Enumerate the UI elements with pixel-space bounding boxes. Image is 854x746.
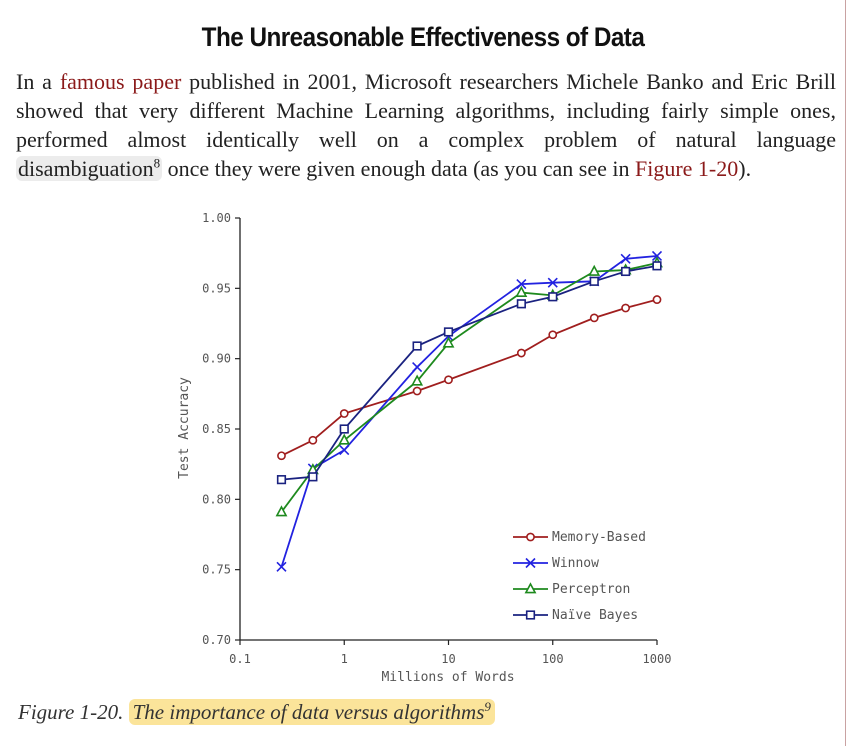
x-tick-label: 10 — [441, 652, 455, 666]
data-point — [589, 313, 599, 323]
data-point — [620, 253, 631, 264]
data-point — [275, 505, 288, 517]
data-point — [548, 292, 558, 302]
x-tick-label: 0.1 — [229, 652, 251, 666]
series-perceptron — [275, 256, 663, 517]
data-point — [547, 277, 558, 288]
series-na-ve-bayes — [276, 261, 662, 485]
data-point — [412, 341, 422, 351]
series-memory-based — [277, 295, 662, 461]
data-point — [548, 330, 558, 340]
highlight-text: disambiguation — [18, 156, 154, 181]
data-point — [651, 250, 663, 262]
data-point — [339, 424, 349, 434]
figure-caption: Figure 1-20. The importance of data vers… — [18, 699, 495, 725]
legend-marker — [525, 557, 536, 569]
caption-highlight[interactable]: The importance of data versus algorithms… — [128, 699, 495, 725]
y-tick-label: 0.90 — [202, 352, 231, 366]
legend-marker — [524, 582, 537, 594]
x-axis-title: Millions of Words — [381, 670, 514, 685]
y-tick-label: 0.95 — [202, 281, 231, 295]
y-axis-title: Test Accuracy — [177, 377, 192, 479]
series-line — [281, 264, 658, 481]
legend: Memory-Based Winnow Perceptron Naïve Bayes — [513, 530, 646, 623]
y-tick-label: 0.80 — [202, 492, 231, 506]
y-tick-label: 0.85 — [202, 422, 231, 436]
paragraph-text-3: once they were given enough data (as you… — [162, 156, 635, 181]
x-tick-label: 100 — [542, 652, 564, 666]
data-point — [276, 561, 287, 572]
y-tick-label: 0.75 — [202, 563, 231, 577]
data-point — [516, 348, 526, 358]
data-point — [412, 362, 423, 373]
data-point — [339, 445, 350, 456]
x-tick-label: 1000 — [643, 652, 672, 666]
body-paragraph: In a famous paper published in 2001, Mic… — [16, 67, 836, 183]
line-chart: 0.70 0.75 0.80 0.85 0.90 0.95 1.00 0.1 1 10 100 100… — [177, 211, 671, 685]
footnote-8-link[interactable]: 8 — [153, 155, 161, 171]
data-point — [516, 279, 527, 290]
legend-marker — [526, 532, 535, 542]
legend-label: Perceptron — [552, 582, 630, 597]
data-point — [516, 299, 526, 309]
data-point — [652, 295, 662, 304]
data-point — [443, 327, 454, 337]
data-point — [308, 435, 318, 445]
paragraph-text-1: In a — [16, 69, 60, 94]
data-point — [515, 285, 528, 297]
paragraph-text-4: ). — [738, 156, 752, 181]
legend-label: Winnow — [552, 556, 599, 571]
legend-label: Memory-Based — [552, 530, 646, 545]
x-tick-label: 1 — [341, 652, 348, 666]
data-point — [338, 433, 351, 445]
page-border — [845, 0, 846, 746]
data-point — [276, 475, 287, 485]
caption-text: The importance of data versus algorithms — [132, 700, 485, 724]
data-point — [589, 276, 599, 286]
data-point — [621, 266, 631, 277]
data-point — [621, 303, 631, 313]
series-line — [280, 255, 658, 568]
data-point — [588, 264, 601, 276]
data-point — [411, 374, 424, 386]
legend-label: Naïve Bayes — [552, 608, 638, 623]
plot-area: 0.70 0.75 0.80 0.85 0.90 0.95 1.00 0.1 1 10 100 100… — [202, 211, 671, 666]
y-tick-label: 0.70 — [202, 633, 231, 647]
section-heading: The Unreasonable Effectiveness of Data — [201, 22, 645, 52]
data-point — [277, 451, 286, 461]
series-winnow — [276, 250, 663, 572]
data-point — [412, 386, 422, 396]
data-point — [308, 472, 318, 482]
series-line — [280, 262, 658, 513]
data-point — [444, 375, 453, 385]
caption-label: Figure 1-20. — [18, 700, 124, 724]
data-point — [652, 261, 662, 271]
footnote-9-link[interactable]: 9 — [484, 699, 491, 714]
legend-marker — [525, 610, 536, 620]
y-tick-label: 1.00 — [202, 211, 231, 225]
series-line — [281, 298, 658, 457]
data-point — [442, 336, 455, 348]
figure-ref-link[interactable]: Figure 1-20 — [634, 156, 739, 181]
data-point — [339, 409, 349, 418]
paragraph-text-2: published in 2001, Microsoft researchers… — [16, 69, 836, 152]
famous-paper-link[interactable]: famous paper — [59, 69, 182, 94]
highlighted-term[interactable]: disambiguation8 — [16, 155, 163, 181]
